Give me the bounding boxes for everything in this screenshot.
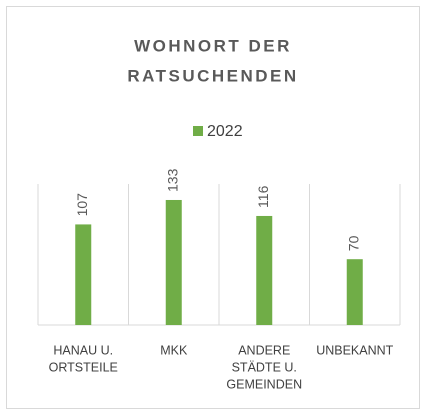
x-tick-label: GEMEINDEN (226, 377, 302, 391)
x-tick-label: ANDERE (238, 343, 290, 357)
x-tick-label: MKK (160, 343, 188, 357)
x-tick-label: UNBEKANNT (316, 343, 393, 357)
bar (256, 215, 273, 325)
x-tick-label: ORTSTEILE (49, 360, 118, 374)
bar (75, 224, 92, 325)
chart-title: RATSUCHENDEN (127, 66, 298, 85)
value-label: 133 (164, 168, 180, 192)
chart-title: WOHNORT DER (134, 36, 292, 55)
legend-label: 2022 (207, 123, 243, 140)
bar (346, 259, 363, 325)
value-label: 70 (345, 235, 361, 251)
x-tick-label: HANAU U. (53, 343, 113, 357)
value-label: 116 (255, 185, 271, 208)
bar (165, 199, 182, 325)
x-tick-label: STÄDTE U. (232, 360, 297, 374)
chart-frame (6, 6, 420, 409)
value-label: 107 (74, 193, 90, 217)
legend-swatch (193, 126, 203, 136)
